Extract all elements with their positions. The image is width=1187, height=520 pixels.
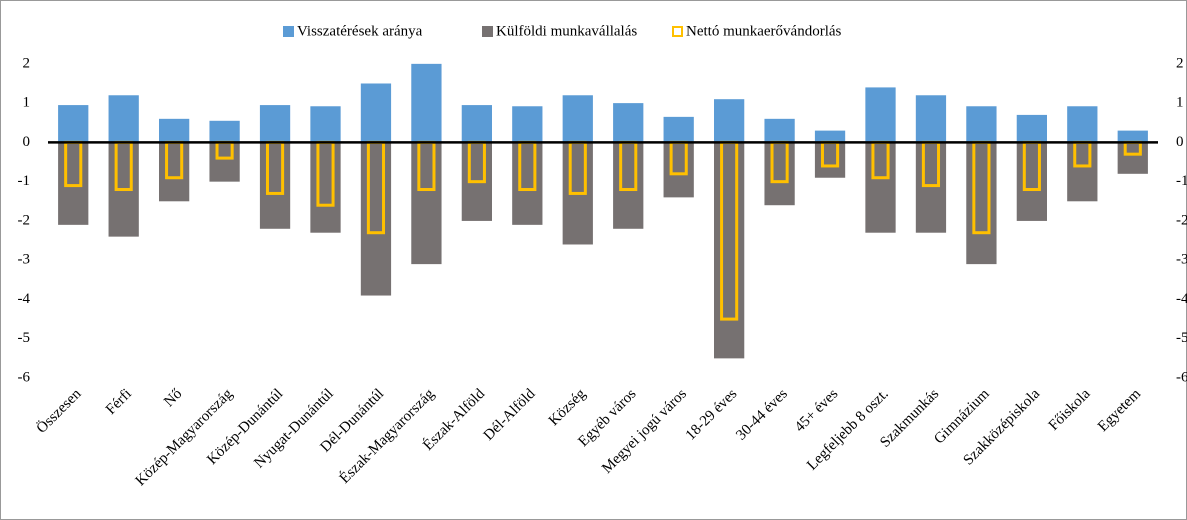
bar xyxy=(613,103,644,143)
bar xyxy=(209,142,240,182)
y-tick-label: -6 xyxy=(18,369,31,385)
bar xyxy=(1016,114,1047,143)
bar xyxy=(310,142,341,233)
y2-tick-label: -1 xyxy=(1176,173,1187,189)
y2-tick-label: -6 xyxy=(1176,369,1187,385)
bar xyxy=(411,142,442,265)
y-tick-label: 0 xyxy=(23,134,31,150)
bar xyxy=(512,142,543,225)
bar xyxy=(209,120,240,143)
y2-tick-label: 2 xyxy=(1176,55,1184,71)
bar xyxy=(814,142,846,178)
y2-tick-label: -5 xyxy=(1176,330,1187,346)
bar xyxy=(613,142,644,229)
bar xyxy=(714,142,745,359)
bar xyxy=(360,142,392,296)
bar xyxy=(663,142,694,198)
bar xyxy=(663,116,694,143)
legend-swatch xyxy=(672,26,683,37)
bar xyxy=(1067,142,1098,202)
bar xyxy=(108,95,139,143)
y-tick-label: 2 xyxy=(23,55,31,71)
y2-tick-label: 0 xyxy=(1176,134,1184,150)
bar xyxy=(310,106,341,143)
y2-tick-label: -4 xyxy=(1176,291,1187,307)
bar xyxy=(159,118,190,143)
bar xyxy=(360,83,392,143)
bar xyxy=(1117,130,1148,143)
bar xyxy=(58,142,89,225)
bar xyxy=(865,142,896,233)
y2-tick-label: -3 xyxy=(1176,252,1187,268)
bar xyxy=(714,99,745,143)
bar xyxy=(1016,142,1047,221)
bar xyxy=(461,105,492,143)
bar xyxy=(259,142,291,229)
legend-label: Külföldi munkavállalás xyxy=(496,23,637,39)
bar xyxy=(411,63,442,143)
y-tick-label: 1 xyxy=(23,95,31,111)
y2-tick-label: -2 xyxy=(1176,212,1187,228)
bar xyxy=(1117,142,1148,174)
y-tick-label: -3 xyxy=(18,252,31,268)
bar xyxy=(966,106,997,143)
bar xyxy=(865,87,896,143)
y2-tick-label: 1 xyxy=(1176,95,1184,111)
legend-swatch xyxy=(283,26,294,37)
legend-label: Nettó munkaerővándorlás xyxy=(686,23,842,39)
bar xyxy=(58,105,89,143)
y-tick-label: -1 xyxy=(18,173,31,189)
y-tick-label: -2 xyxy=(18,212,31,228)
legend-swatch xyxy=(482,26,493,37)
bar xyxy=(915,95,947,143)
bar xyxy=(814,130,846,143)
bar xyxy=(764,142,795,206)
y-tick-label: -5 xyxy=(18,330,31,346)
bar xyxy=(259,105,291,143)
bar xyxy=(159,142,190,202)
bar xyxy=(915,142,947,233)
legend-label: Visszatérések aránya xyxy=(297,23,423,39)
y-tick-label: -4 xyxy=(18,291,31,307)
bar xyxy=(512,106,543,143)
bar xyxy=(966,142,997,265)
bar xyxy=(562,95,593,143)
bar xyxy=(764,118,795,143)
bar xyxy=(1067,106,1098,143)
